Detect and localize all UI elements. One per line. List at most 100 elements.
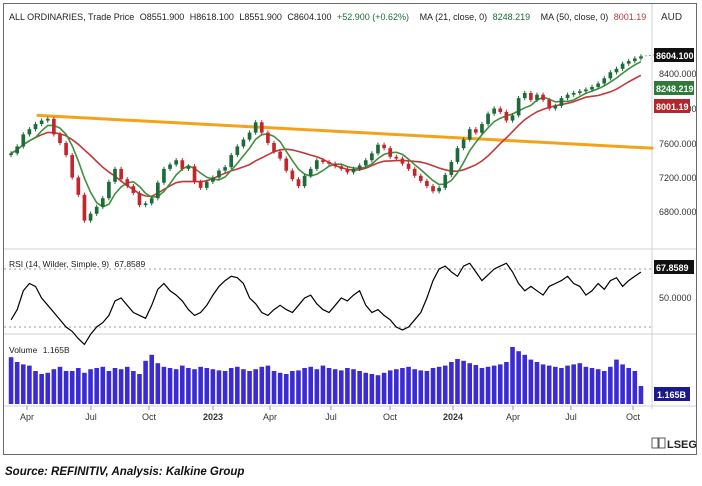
ma21-label: MA (21, close, 0) (420, 12, 488, 22)
volume-tag: 1.165B (654, 387, 690, 401)
ma50-tag-text: 8001.19 (656, 102, 689, 112)
volume-bar (20, 364, 26, 404)
price-tick: 7600.000 (659, 139, 696, 149)
candle-body (155, 182, 160, 199)
volume-bar (247, 371, 252, 404)
volume-bar (106, 371, 112, 404)
candle-body (9, 153, 13, 156)
rsi-tag-text: 67.8589 (656, 263, 689, 273)
candle-body (363, 160, 368, 166)
volume-bar (571, 364, 576, 404)
volume-tag-text: 1.165B (657, 390, 687, 400)
candle-body (192, 166, 197, 182)
lseg-logo: LSEG (651, 437, 697, 451)
volume-bar (381, 372, 387, 404)
volume-bar (491, 365, 497, 404)
volume-bar (412, 369, 417, 404)
candle-body (461, 139, 466, 149)
candle-body (492, 108, 497, 114)
rsi-line (10, 262, 642, 346)
volume-bar (485, 366, 491, 404)
candle-body (211, 177, 215, 182)
candle-body (259, 122, 264, 133)
candle-body (308, 168, 313, 176)
candle-body (577, 91, 582, 93)
candle-body (425, 180, 429, 187)
candle-body (394, 156, 399, 159)
candle-body (370, 153, 374, 161)
volume-bar (271, 371, 277, 404)
volume-bar (357, 371, 362, 404)
candle-body (449, 161, 454, 175)
volume-bar (296, 370, 301, 404)
candle-body (333, 163, 338, 167)
time-label: Oct (383, 412, 398, 422)
candle-body (473, 129, 478, 133)
volume-bar (112, 368, 118, 404)
volume-bar (179, 365, 185, 404)
volume-bar (546, 365, 552, 404)
last-price-text: 8604.100 (656, 51, 694, 61)
volume-bar (51, 369, 57, 404)
volume-bar (608, 366, 613, 404)
candle-body (45, 118, 50, 121)
candle-body (437, 187, 441, 192)
price-tick: 6800.000 (659, 207, 696, 217)
volume-bar (204, 368, 210, 404)
time-label: Jul (85, 412, 97, 422)
candle-body (632, 58, 637, 62)
ma21-tag-text: 8248.219 (656, 84, 694, 94)
volume-bar (540, 364, 546, 404)
candle-body (504, 111, 509, 121)
volume-bar (143, 360, 148, 404)
volume-bar (516, 351, 521, 404)
candle-body (431, 186, 435, 192)
candle-body (58, 134, 62, 143)
candle-body (345, 168, 350, 173)
candle-body (296, 179, 301, 187)
candle-body (284, 158, 289, 171)
candle-body (510, 115, 515, 121)
time-label: 2023 (203, 412, 223, 422)
ma21-tag: 8248.219 (654, 81, 694, 95)
volume-bar (369, 374, 375, 404)
ohlc-open: O8551.900 (140, 12, 185, 22)
volume-bar (430, 368, 436, 404)
candle-body (321, 160, 325, 162)
volume-bar (173, 369, 179, 404)
candle-body (198, 181, 203, 188)
volume-bar (8, 357, 14, 404)
volume-bar (577, 363, 583, 404)
candle-body (302, 175, 307, 187)
candle-body (400, 158, 405, 164)
currency-label: AUD (661, 12, 682, 23)
candle-body (223, 167, 227, 171)
volume-bar (351, 369, 356, 404)
candle-body (33, 124, 38, 130)
candle-body (76, 177, 81, 195)
candle-body (266, 132, 270, 143)
volume-bar (27, 365, 32, 404)
price-tick: 8400.000 (659, 69, 696, 79)
candle-body (522, 92, 527, 99)
volume-bar (601, 371, 607, 404)
lseg-logo-mark (651, 437, 659, 449)
candle-body (15, 146, 20, 154)
volume-bar (63, 371, 69, 404)
volume-bar (565, 365, 570, 404)
volume-bar (620, 364, 625, 404)
rsi-tick: 50.0000 (659, 293, 692, 303)
volume-bar (326, 368, 332, 404)
volume-bar (510, 347, 515, 404)
ohlc-low: L8551.900 (239, 12, 282, 22)
volume-bar (461, 360, 466, 404)
time-label: Oct (142, 412, 157, 422)
candle-body (119, 168, 123, 180)
candle-body (247, 132, 252, 140)
volume-bar (387, 370, 393, 404)
volume-bar (137, 374, 142, 404)
volume-bar (76, 368, 81, 404)
candle-body (351, 168, 356, 173)
volume-bar (345, 368, 350, 404)
volume-bar (406, 366, 411, 404)
